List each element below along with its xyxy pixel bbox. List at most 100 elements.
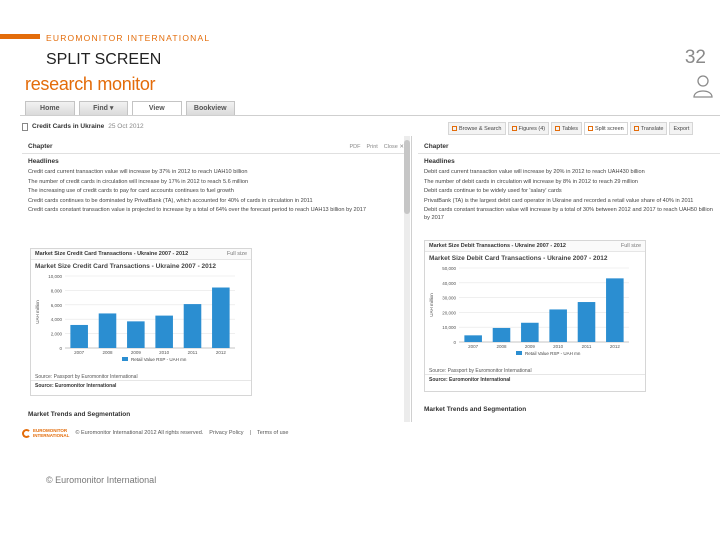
y-tick-label: 2,000 [51,332,63,337]
x-tick-label: 2007 [468,344,479,349]
y-tick-label: 4,000 [51,317,63,322]
x-tick-label: 2012 [216,350,227,355]
print-link[interactable]: Print [366,143,378,150]
slide-footer: © Euromonitor International [46,475,157,485]
logo-line-2: INTERNATIONAL [33,433,70,438]
chapter-bar: Chapter PDF Print Close ✕ [22,140,410,154]
user-icon[interactable] [692,74,714,98]
figures-button[interactable]: Figures (4) [507,122,550,135]
table-icon [555,126,561,131]
y-tick-label: 6,000 [51,303,63,308]
chapter-label: Chapter [28,143,53,150]
full-size-link[interactable]: Full size [226,251,247,257]
app-footer: EUROMONITOR INTERNATIONAL © Euromonitor I… [22,426,352,440]
headlines: Headlines Credit card current transactio… [22,154,410,220]
nav-tab-bookview[interactable]: Bookview [185,101,235,115]
x-tick-label: 2009 [525,344,536,349]
full-size-link[interactable]: Full size [620,243,641,249]
x-tick-label: 2011 [188,350,198,355]
slide-number: 32 [684,47,706,68]
slide-brand: EUROMONITOR INTERNATIONAL [46,33,211,43]
chart-card-header: Market Size Debit Transactions - Ukraine… [425,241,645,252]
y-tick-label: 20,000 [442,310,456,315]
headline-item: Debit cards continue to be widely used f… [424,188,562,194]
y-tick-label: 8,000 [51,288,63,293]
euromonitor-logo-mark [22,428,31,438]
x-tick-label: 2009 [131,350,142,355]
headline-item: Credit cards continues to be dominated b… [28,197,313,204]
view-toolbar: Browse & Search Figures (4) Tables Split… [448,122,720,135]
x-tick-label: 2010 [159,350,170,355]
slide-title: SPLIT SCREEN [46,51,162,68]
privacy-policy-link[interactable]: Privacy Policy [209,430,244,436]
pdf-link[interactable]: PDF [349,143,361,150]
footer-separator: | [249,430,251,436]
copyright-text: © Euromonitor International 2012 All rig… [75,430,204,436]
main-nav: Home Find ▾ View Bookview [25,101,235,115]
credit-card-chart: 0 2,000 4,000 6,000 8,000 10,000 UAH million 20… [35,274,235,362]
headline-item: The number of credit cards in circulatio… [28,178,249,185]
nav-tab-find[interactable]: Find ▾ [78,101,128,115]
logo-line-1: EUROMONITOR [33,428,68,433]
bar [70,324,88,348]
nav-tab-view[interactable]: View [132,101,182,115]
y-tick-label: 30,000 [442,296,456,301]
browse-search-button[interactable]: Browse & Search [448,122,506,135]
chapter-label: Chapter [424,143,449,150]
y-tick-label: 50,000 [442,266,456,271]
credit-chart-card: Market Size Credit Card Transactions - U… [30,248,252,396]
chart-title: Market Size Credit Card Transactions - U… [35,263,216,270]
chart-icon [511,126,517,131]
legend-label: Retail Value RSP - UAH mn [525,351,581,356]
split-divider[interactable] [411,136,412,422]
x-tick-label: 2007 [74,350,85,355]
left-scrollbar[interactable] [404,136,410,422]
x-tick-label: 2012 [610,344,621,349]
search-icon [452,126,457,131]
y-axis-label: UAH million [35,300,40,324]
terms-of-use-link[interactable]: Terms of use [256,430,289,436]
chart-source-link[interactable]: Source: Euromonitor International [425,374,645,385]
headlines-title: Headlines [424,158,455,165]
euromonitor-logo[interactable]: EUROMONITOR INTERNATIONAL [22,428,69,438]
bar [183,304,202,348]
headline-item: The increasing use of credit cards to pa… [28,188,234,194]
chapter-bar: Chapter [418,140,720,154]
legend-label: Retail Value RSP - UAH mn [131,357,187,362]
chart-title: Market Size Debit Card Transactions - Uk… [429,255,608,262]
close-link[interactable]: Close ✕ [383,143,404,150]
headline-item: The number of debit cards in circulation… [424,178,638,185]
scrollbar-thumb[interactable] [404,140,410,214]
translate-button[interactable]: Translate [629,122,668,135]
y-tick-label: 40,000 [442,281,456,286]
research-monitor-logo[interactable]: research monitor [25,74,156,94]
bar [464,335,482,342]
section-title[interactable]: Market Trends and Segmentation [424,406,527,413]
export-button[interactable]: Export [669,122,694,135]
nav-tab-home[interactable]: Home [25,101,75,115]
headlines-title: Headlines [28,158,59,165]
headline-item: Debit card current transaction value wil… [424,169,645,175]
y-tick-label: 10,000 [48,274,62,279]
bar [155,315,173,348]
chapter-actions: PDF Print Close ✕ [349,144,404,150]
nav-divider [20,115,720,116]
split-icon [588,126,593,131]
debit-chart-card: Market Size Debit Transactions - Ukraine… [424,240,646,392]
x-tick-label: 2011 [582,344,592,349]
document-title: Credit Cards in Ukraine [32,123,105,130]
chart-card-header: Market Size Credit Card Transactions - U… [31,249,251,260]
debit-card-chart: 0 10,000 20,000 30,000 40,000 50,000 UAH milli… [429,266,629,356]
chart-source-link[interactable]: Source: Euromonitor International [31,380,251,391]
bar [127,321,145,348]
x-tick-label: 2008 [102,350,113,355]
headline-item: Credit cards constant transaction value … [28,207,366,213]
section-title[interactable]: Market Trends and Segmentation [28,411,131,418]
chart-source: Source: Passport by Euromonitor Internat… [429,368,532,374]
x-tick-label: 2010 [553,344,564,349]
split-screen-button[interactable]: Split screen [584,122,628,135]
legend-swatch [516,351,522,355]
tables-button[interactable]: Tables [551,122,582,135]
bar [98,313,117,348]
bar [606,278,624,342]
